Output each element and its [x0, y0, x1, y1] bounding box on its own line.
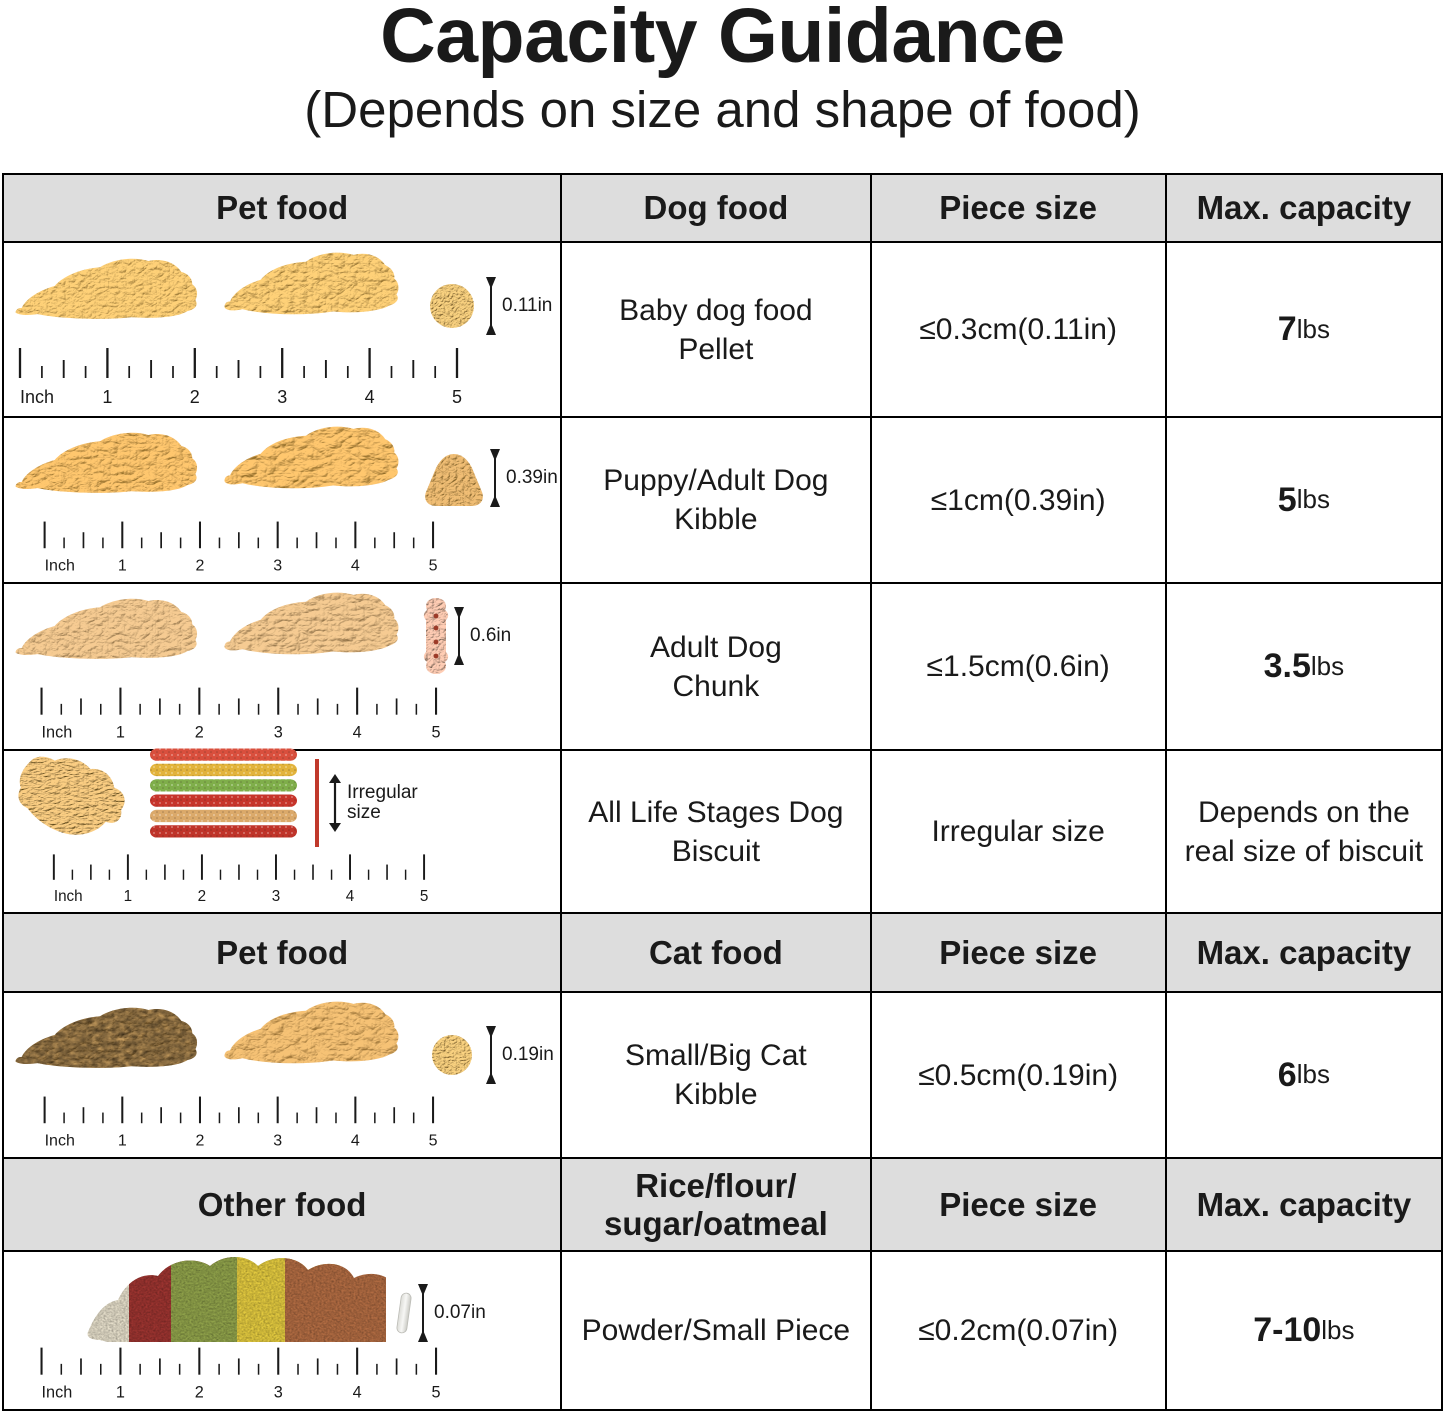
- svg-text:4: 4: [353, 1383, 362, 1401]
- svg-text:1: 1: [118, 1132, 127, 1149]
- svg-text:2: 2: [196, 557, 205, 574]
- svg-text:2: 2: [195, 1383, 204, 1401]
- svg-text:3: 3: [274, 723, 283, 741]
- svg-text:Inch: Inch: [45, 557, 75, 574]
- svg-text:Inch: Inch: [42, 1383, 73, 1401]
- svg-text:1: 1: [118, 557, 127, 574]
- svg-text:4: 4: [365, 387, 375, 407]
- svg-text:3: 3: [277, 387, 287, 407]
- svg-text:2: 2: [190, 387, 200, 407]
- svg-text:5: 5: [432, 723, 441, 741]
- svg-text:4: 4: [351, 557, 360, 574]
- svg-text:1: 1: [116, 723, 125, 741]
- svg-text:Inch: Inch: [20, 387, 54, 407]
- svg-text:2: 2: [196, 1132, 205, 1149]
- svg-text:4: 4: [353, 723, 362, 741]
- svg-text:1: 1: [124, 888, 132, 905]
- svg-text:1: 1: [116, 1383, 125, 1401]
- svg-text:4: 4: [351, 1132, 360, 1149]
- svg-text:2: 2: [198, 888, 206, 905]
- svg-text:3: 3: [273, 557, 282, 574]
- svg-text:5: 5: [432, 1383, 441, 1401]
- svg-text:5: 5: [429, 557, 438, 574]
- svg-text:3: 3: [272, 888, 280, 905]
- svg-text:3: 3: [273, 1132, 282, 1149]
- svg-text:Inch: Inch: [45, 1132, 75, 1149]
- svg-text:Inch: Inch: [42, 723, 73, 741]
- svg-text:Inch: Inch: [54, 888, 83, 905]
- svg-text:5: 5: [452, 387, 462, 407]
- svg-text:1: 1: [102, 387, 112, 407]
- svg-text:4: 4: [346, 888, 355, 905]
- svg-text:5: 5: [429, 1132, 438, 1149]
- svg-text:5: 5: [420, 888, 428, 905]
- svg-text:2: 2: [195, 723, 204, 741]
- svg-text:3: 3: [274, 1383, 283, 1401]
